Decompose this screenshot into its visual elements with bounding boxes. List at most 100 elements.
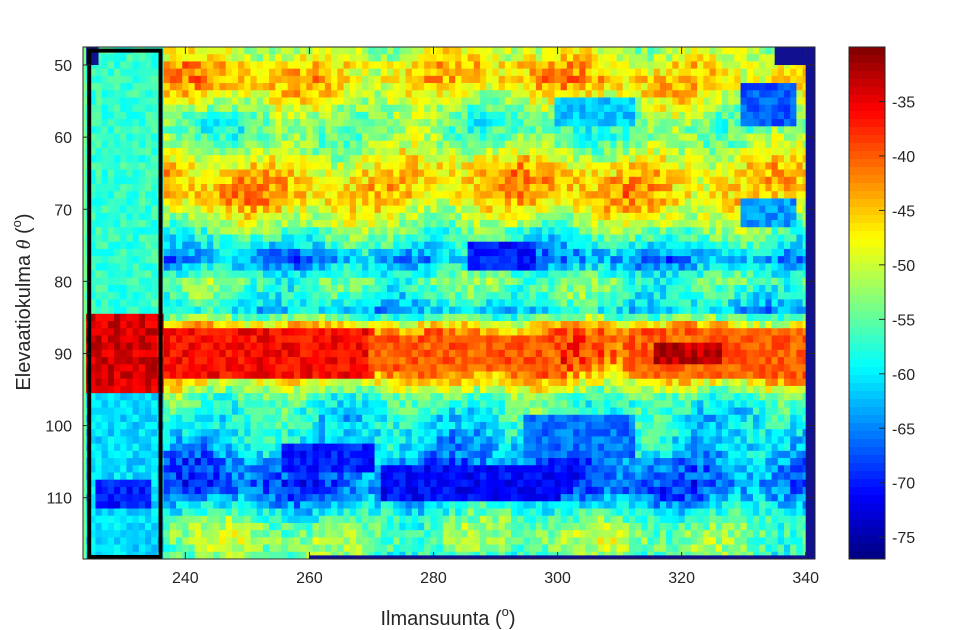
heatmap-cell: [132, 263, 140, 271]
heatmap-cell: [796, 126, 803, 134]
heatmap-cell: [529, 54, 537, 62]
heatmap-cell: [349, 321, 357, 329]
heatmap-cell: [442, 328, 450, 336]
heatmap-cell: [455, 133, 462, 142]
heatmap-cell: [318, 306, 326, 315]
heatmap-cell: [300, 133, 307, 142]
heatmap-cell: [169, 184, 177, 192]
heatmap-cell: [616, 299, 624, 307]
heatmap-cell: [430, 90, 437, 98]
heatmap-cell: [182, 54, 189, 62]
heatmap-cell: [188, 299, 196, 307]
heatmap-cell: [238, 299, 245, 307]
heatmap-cell: [213, 321, 220, 329]
heatmap-cell: [672, 61, 679, 70]
heatmap-cell: [318, 277, 326, 286]
heatmap-cell: [610, 140, 617, 149]
heatmap-cell: [790, 270, 797, 279]
heatmap-cell: [380, 54, 388, 62]
heatmap-cell: [783, 212, 791, 221]
heatmap-cell: [318, 104, 326, 113]
heatmap-cell: [324, 241, 332, 250]
heatmap-cell: [138, 104, 146, 113]
heatmap-cell: [746, 306, 754, 315]
heatmap-cell: [759, 155, 766, 163]
heatmap-cell: [517, 155, 524, 163]
heatmap-cell: [449, 284, 456, 293]
heatmap-cell: [256, 349, 264, 358]
heatmap-cell: [107, 162, 115, 170]
heatmap-cell: [262, 284, 270, 293]
heatmap-cell: [467, 126, 475, 134]
heatmap-cell: [169, 349, 177, 358]
heatmap-cell: [604, 270, 611, 279]
heatmap-cell: [659, 321, 667, 329]
heatmap-cell: [461, 111, 469, 120]
heatmap-cell: [163, 119, 171, 127]
heatmap-cell: [324, 270, 332, 279]
heatmap-cell: [492, 104, 500, 113]
heatmap-cell: [591, 270, 599, 279]
heatmap-cell: [355, 263, 363, 271]
heatmap-cell: [697, 212, 704, 221]
heatmap-cell: [424, 299, 431, 307]
heatmap-cell: [169, 270, 177, 279]
heatmap-cell: [312, 162, 320, 170]
heatmap-cell: [734, 306, 741, 315]
heatmap-cell: [250, 284, 258, 293]
heatmap-cell: [783, 155, 791, 163]
heatmap-cell: [262, 227, 270, 235]
heatmap-cell: [647, 97, 655, 106]
heatmap-cell: [424, 313, 431, 322]
heatmap-cell: [114, 140, 121, 149]
heatmap-cell: [628, 342, 636, 351]
heatmap-cell: [573, 248, 580, 257]
heatmap-cell: [399, 47, 406, 55]
heatmap-cell: [498, 335, 506, 344]
heatmap-cell: [337, 270, 344, 279]
heatmap-cell: [262, 212, 270, 221]
heatmap-cell: [777, 292, 785, 300]
heatmap-cell: [411, 277, 419, 286]
heatmap-cell: [95, 191, 103, 199]
heatmap-cell: [566, 68, 574, 77]
heatmap-cell: [405, 68, 413, 77]
heatmap-cell: [436, 61, 444, 70]
heatmap-cell: [207, 328, 214, 336]
heatmap-cell: [331, 184, 338, 192]
heatmap-cell: [449, 104, 456, 113]
heatmap-cell: [225, 198, 233, 207]
heatmap-cell: [182, 299, 189, 307]
heatmap-cell: [411, 47, 419, 55]
heatmap-cell: [442, 147, 450, 156]
heatmap-cell: [207, 205, 214, 214]
heatmap-cell: [523, 263, 531, 271]
heatmap-cell: [349, 198, 357, 207]
heatmap-cell: [467, 104, 475, 113]
heatmap-cell: [535, 47, 543, 55]
heatmap-cell: [281, 126, 289, 134]
heatmap-cell: [95, 176, 103, 185]
heatmap-cell: [715, 191, 723, 199]
heatmap-cell: [523, 306, 531, 315]
heatmap-cell: [641, 220, 648, 228]
heatmap-cell: [145, 284, 152, 293]
heatmap-cell: [362, 147, 369, 156]
heatmap-cell: [219, 198, 227, 207]
heatmap-cell: [783, 83, 791, 91]
heatmap-cell: [126, 248, 134, 257]
heatmap-cell: [343, 270, 351, 279]
heatmap-cell: [790, 61, 797, 70]
heatmap-cell: [287, 104, 295, 113]
heatmap-cell: [703, 169, 710, 178]
heatmap-cell: [213, 248, 220, 257]
heatmap-cell: [504, 155, 512, 163]
heatmap-cell: [182, 328, 189, 336]
heatmap-cell: [796, 313, 803, 322]
heatmap-cell: [169, 212, 177, 221]
heatmap-cell: [324, 147, 332, 156]
heatmap-cell: [386, 147, 394, 156]
heatmap-cell: [765, 111, 772, 120]
heatmap-cell: [163, 234, 171, 243]
heatmap-cell: [318, 47, 326, 55]
